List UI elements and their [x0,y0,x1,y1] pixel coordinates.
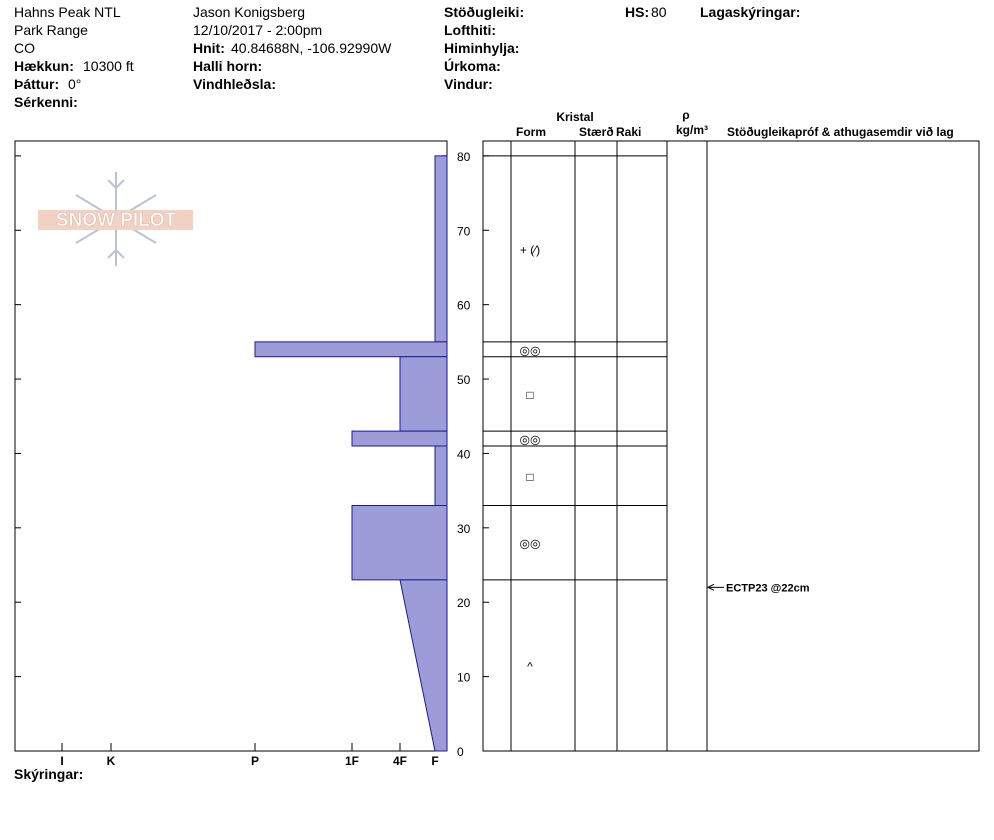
column-header: Stöðugleikapróf & athugasemdir við lag [727,125,954,139]
grain-form: ◎◎ [520,433,541,447]
hardness-layer [399,356,448,432]
x-tick-label: P [251,754,259,768]
field-value: 40.84688N, -106.92990W [231,40,392,56]
y-tick-label: 70 [457,224,471,238]
logo-text: SNOW PILOT [56,210,177,231]
field-label: Himinhylja: [444,40,519,56]
column-header: ρ [682,108,689,122]
x-tick-label: F [431,754,438,768]
x-tick-label: 4F [393,754,407,768]
y-tick-label: 50 [457,373,471,387]
footer-label: Skýringar: [14,766,83,782]
logo-band [38,210,193,230]
field-label: Hnit: [193,40,225,56]
field-value: 80 [651,4,667,20]
field-label: Sérkenni: [14,94,78,110]
observer: Jason Konigsberg [193,4,305,20]
field-label: Hækkun: [14,58,74,74]
field-label: Halli horn: [193,58,262,74]
location: CO [14,40,35,56]
grain-form: ◎◎ [520,343,541,357]
field-label: Úrkoma: [444,57,501,74]
y-tick-label: 0 [457,745,464,759]
y-tick-label: 30 [457,522,471,536]
field-label: Vindur: [444,76,493,92]
location: Park Range [14,22,88,38]
field-label: Lofthiti: [444,22,496,38]
test-label: ECTP23 @22cm [726,582,810,594]
test-arrowhead [706,583,715,591]
column-header: Form [516,125,546,139]
column-header: kg/m³ [676,123,708,137]
x-tick-label: 1F [345,754,359,768]
column-header: Stærð [579,125,614,139]
field-label: Þáttur: [14,76,59,92]
y-tick-label: 40 [457,447,471,461]
column-header: Kristal [556,110,593,124]
y-tick-label: 10 [457,671,471,685]
grain-form: □ [526,470,533,484]
field-label: Lagaskýringar: [700,4,800,20]
field-label: Stöðugleiki: [444,4,524,20]
hardness-layer [351,430,448,447]
grain-form: ◎◎ [520,537,541,551]
x-tick-label: I [60,754,63,768]
field-label: HS: [625,4,649,20]
hardness-layer [351,505,448,581]
column-header: Raki [616,125,641,139]
hardness-layer [434,445,448,507]
datetime: 12/10/2017 - 2:00pm [193,22,322,38]
field-label: Vindhleðsla: [193,76,276,92]
grain-form: □ [526,388,533,402]
y-tick-label: 20 [457,596,471,610]
grain-form: + (⁄) [520,243,540,257]
y-tick-label: 60 [457,299,471,313]
hardness-layer [254,341,448,358]
grain-form: ^ [527,659,533,673]
location: Hahns Peak NTL [14,4,121,20]
hardness-layer [399,579,448,752]
field-value: 10300 ft [83,58,134,74]
x-tick-label: K [107,754,116,768]
hardness-layer [434,155,448,343]
field-value: 0° [68,76,81,92]
y-tick-label: 80 [457,150,471,164]
